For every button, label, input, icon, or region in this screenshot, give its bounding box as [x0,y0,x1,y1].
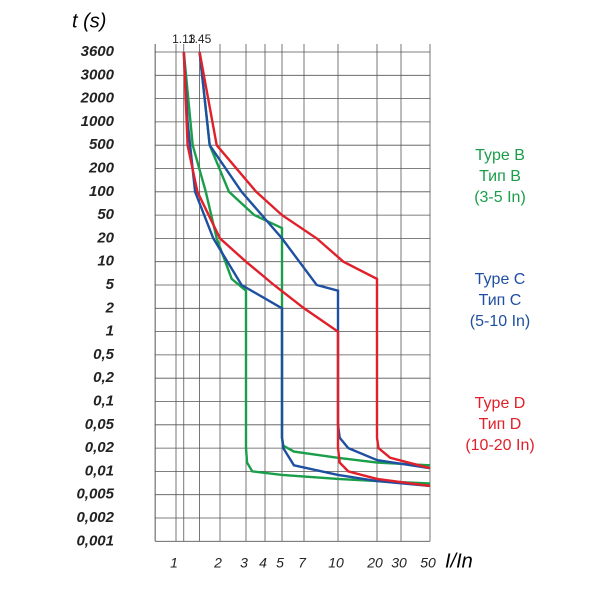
y-tick-label: 100 [89,183,115,200]
x-tick-label: 30 [391,555,407,571]
y-tick-label: 1 [106,323,114,340]
y-tick-label: 5 [106,276,115,293]
type-label: Тип C [479,292,522,309]
trip-curve [182,51,431,488]
x-top-tick-label: 1.13 [172,32,196,46]
type-label: Тип B [479,168,521,185]
type-label: (5-10 In) [470,313,530,330]
y-tick-label: 3000 [81,66,115,83]
x-tick-label: 5 [276,555,284,571]
y-tick-label: 500 [89,136,115,153]
x-top-tick-label: 1.45 [188,32,212,46]
y-tick-label: 0,5 [93,346,115,363]
y-tick-label: 0,02 [85,439,115,456]
type-label: Type C [475,271,526,288]
x-tick-label: 1 [170,555,178,571]
type-label: Тип D [479,416,522,433]
trip-curve [182,51,431,485]
trip-curve [198,51,431,470]
x-tick-label: 2 [213,555,222,571]
type-label: (3-5 In) [474,189,526,206]
y-tick-label: 200 [88,159,115,176]
y-tick-label: 0,05 [85,416,115,433]
x-tick-label: 20 [366,555,383,571]
y-tick-label: 0,005 [76,486,114,503]
y-tick-label: 1000 [81,113,115,130]
x-tick-label: 4 [259,555,267,571]
type-label: Type B [475,147,525,164]
y-tick-label: 2000 [80,90,115,107]
type-label: Type D [475,395,526,412]
x-tick-label: 3 [240,555,248,571]
y-tick-label: 0,01 [85,462,114,479]
y-tick-label: 0,2 [93,369,115,386]
trip-curve [198,51,431,467]
trip-curve [182,51,431,488]
y-axis-label: t (s) [72,10,106,32]
y-tick-label: 2 [105,299,115,316]
x-axis-label: I/In [445,550,473,572]
y-tick-label: 50 [97,206,114,223]
trip-curve [198,51,431,470]
y-tick-label: 20 [96,229,114,246]
x-tick-label: 10 [328,555,344,571]
x-tick-label: 50 [420,555,436,571]
x-tick-label: 7 [298,555,307,571]
y-tick-label: 3600 [81,43,115,60]
y-tick-label: 10 [97,253,114,270]
type-label: (10-20 In) [465,437,534,454]
y-tick-label: 0,002 [76,509,114,526]
y-tick-label: 0,1 [93,392,114,409]
y-tick-label: 0,001 [76,532,114,549]
